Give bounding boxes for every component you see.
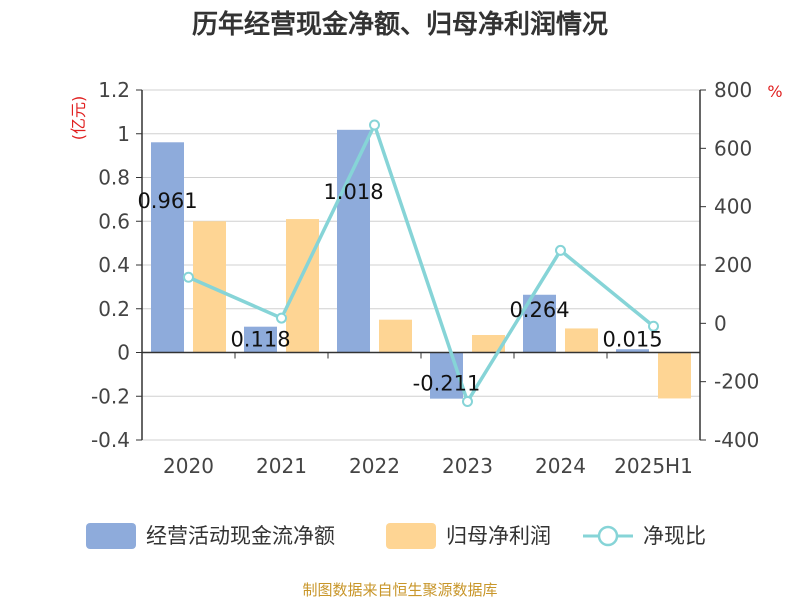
ratio-line — [183, 119, 659, 407]
x-category-label: 2025H1 — [614, 454, 693, 478]
legend-label-ratio: 净现比 — [643, 524, 706, 548]
cashflow-bar — [616, 349, 649, 353]
legend: 经营活动现金流净额 归母净利润 净现比 — [86, 523, 706, 549]
ratio-point — [648, 320, 659, 332]
chart-title: 历年经营现金净额、归母净利润情况 — [192, 9, 608, 40]
y-right-tick-label: 600 — [714, 136, 752, 160]
ratio-line-path — [187, 120, 655, 406]
cashflow-bar — [244, 326, 277, 353]
y-left-unit: (亿元) — [69, 96, 88, 141]
bar-data-label: -0.211 — [413, 372, 481, 396]
bars — [151, 129, 691, 399]
cashflow-bar — [337, 129, 370, 353]
y-left-tick-label: 0.6 — [98, 209, 130, 233]
x-category-label: 2021 — [256, 454, 307, 478]
y-left-tick-label: 0 — [117, 341, 130, 365]
ratio-point — [369, 119, 380, 131]
legend-label-net-profit: 归母净利润 — [446, 524, 551, 548]
bar-data-label: 0.264 — [509, 298, 569, 322]
ratio-point — [183, 271, 194, 283]
bar-data-label: 0.118 — [230, 328, 290, 352]
net-profit-bar — [565, 328, 598, 353]
x-category-label: 2020 — [163, 454, 214, 478]
y-left-tick-label: 0.4 — [98, 253, 130, 277]
net-profit-bar — [472, 335, 505, 353]
bar-data-label: 1.018 — [323, 180, 383, 204]
y-right-tick-label: -200 — [714, 370, 759, 394]
legend-marker-ratio — [597, 525, 619, 547]
y-left-tick-label: 1 — [117, 122, 130, 146]
net-profit-bar — [286, 219, 319, 353]
x-category-label: 2022 — [349, 454, 400, 478]
bar-data-label: 0.015 — [602, 328, 662, 352]
y-right-unit: % — [767, 82, 782, 101]
y-right-tick-label: 400 — [714, 195, 752, 219]
x-category-label: 2024 — [535, 454, 586, 478]
data-labels: 0.961 0.118 1.018 -0.211 0.264 0.015 — [137, 180, 662, 395]
y-left-tick-label: -0.4 — [91, 428, 130, 452]
legend-label-cashflow: 经营活动现金流净额 — [146, 524, 335, 548]
y-right-tick-label: -400 — [714, 428, 759, 452]
legend-swatch-net-profit — [386, 523, 436, 549]
net-profit-bar — [379, 319, 412, 353]
legend-swatch-cashflow — [86, 523, 136, 549]
y-left-tick-label: 1.2 — [98, 78, 130, 102]
y-right-tick-label: 200 — [714, 253, 752, 277]
axes: -0.4 -0.2 0 0.2 0.4 0.6 0.8 1 1.2 -400 -200 0 200 400… — [91, 78, 759, 478]
y-right-tick-label: 0 — [714, 311, 727, 335]
cashflow-bar — [151, 142, 184, 353]
y-left-tick-label: -0.2 — [91, 384, 130, 408]
y-left-tick-label: 0.8 — [98, 166, 130, 190]
ratio-point — [276, 312, 287, 324]
y-right-tick-label: 800 — [714, 78, 752, 102]
ratio-point — [462, 396, 473, 407]
source-note: 制图数据来自恒生聚源数据库 — [302, 581, 497, 599]
y-left-tick-label: 0.2 — [98, 297, 130, 321]
ratio-point — [555, 244, 566, 256]
gridlines — [142, 89, 700, 441]
x-category-label: 2023 — [442, 454, 493, 478]
bar-data-label: 0.961 — [137, 189, 197, 213]
net-profit-bar — [658, 352, 691, 399]
